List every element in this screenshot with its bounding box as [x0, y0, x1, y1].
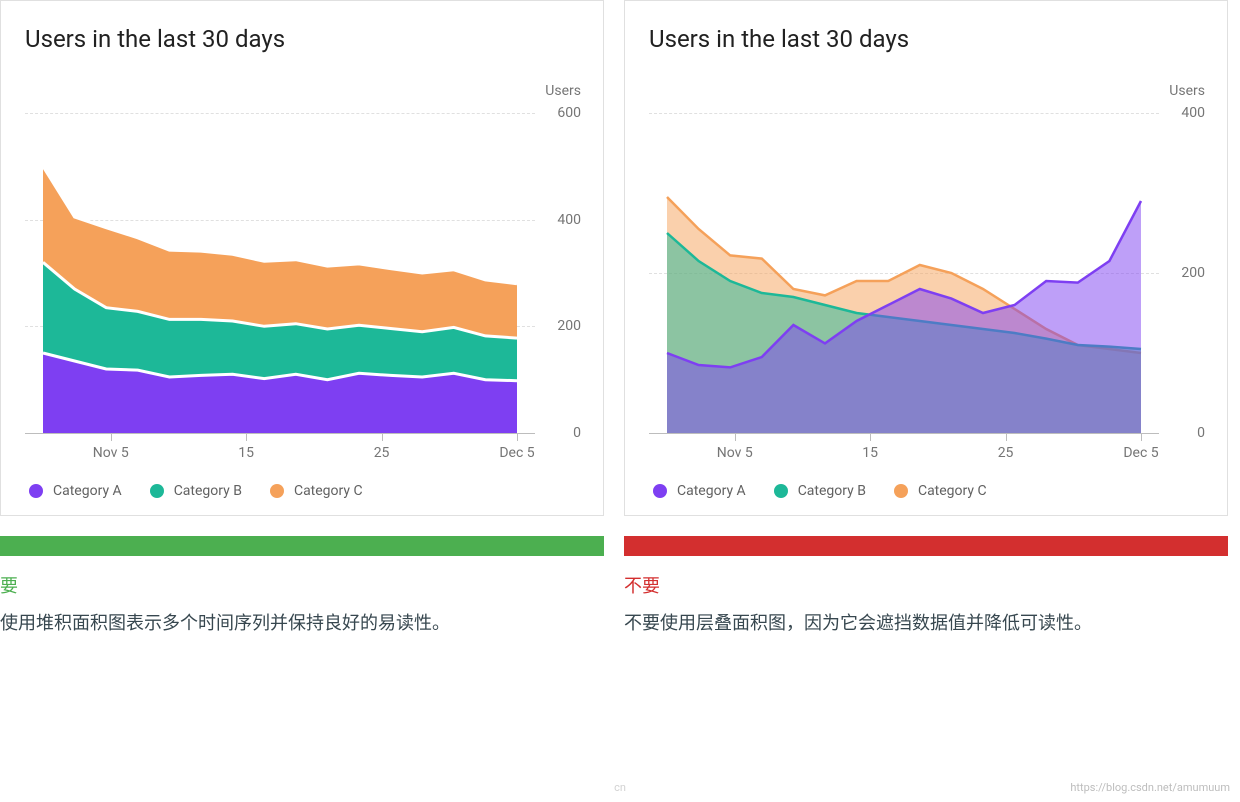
legend: Category A Category B Category C — [649, 483, 1203, 499]
x-tick-mark — [1141, 433, 1142, 441]
x-tick-mark — [870, 433, 871, 441]
y-tick-label: 200 — [1181, 265, 1205, 281]
y-tick-label: 200 — [557, 318, 581, 334]
legend-label: Category A — [677, 483, 746, 499]
x-tick-label: 15 — [862, 445, 878, 461]
panel-do: Users in the last 30 days Users 0 200 400 6… — [0, 0, 604, 516]
watermark-center: cn — [614, 781, 626, 794]
x-tick-mark — [1006, 433, 1007, 441]
x-tick-label: 15 — [238, 445, 254, 461]
legend-label: Category C — [294, 483, 363, 499]
legend: Category A Category B Category C — [25, 483, 579, 499]
verdict-do: 要 使用堆积面积图表示多个时间序列并保持良好的易读性。 — [0, 536, 604, 640]
legend-swatch — [150, 484, 164, 498]
x-axis-line — [649, 433, 1159, 434]
overlapping-area-chart: Users 0 200 400 Nov 5 15 25 Dec 5 — [649, 83, 1205, 463]
y-axis-title: Users — [1169, 83, 1205, 99]
verdict-bar — [0, 536, 604, 556]
legend-item: Category C — [270, 483, 363, 499]
x-tick-mark — [382, 433, 383, 441]
x-axis-line — [25, 433, 535, 434]
legend-item: Category A — [29, 483, 122, 499]
legend-swatch — [774, 484, 788, 498]
x-tick-mark — [517, 433, 518, 441]
y-axis-title: Users — [545, 83, 581, 99]
x-tick-mark — [246, 433, 247, 441]
legend-label: Category B — [798, 483, 866, 499]
x-tick-label: Nov 5 — [93, 445, 129, 461]
verdict-label: 不要 — [624, 572, 1228, 598]
legend-label: Category C — [918, 483, 987, 499]
x-tick-label: Dec 5 — [1123, 445, 1158, 461]
watermark: https://blog.csdn.net/amumuum — [1070, 781, 1230, 794]
verdict-text: 使用堆积面积图表示多个时间序列并保持良好的易读性。 — [0, 608, 604, 640]
x-tick-label: Dec 5 — [499, 445, 534, 461]
chart-title: Users in the last 30 days — [25, 25, 579, 53]
x-tick-label: Nov 5 — [717, 445, 753, 461]
y-tick-label: 0 — [573, 425, 581, 441]
x-tick-mark — [111, 433, 112, 441]
legend-item: Category B — [150, 483, 242, 499]
verdict-dont: 不要 不要使用层叠面积图，因为它会遮挡数据值并降低可读性。 — [624, 536, 1228, 640]
legend-swatch — [894, 484, 908, 498]
y-tick-label: 0 — [1197, 425, 1205, 441]
verdict-label: 要 — [0, 572, 604, 598]
stacked-area-chart: Users 0 200 400 600 Nov 5 15 25 Dec 5 — [25, 83, 581, 463]
legend-swatch — [653, 484, 667, 498]
x-tick-mark — [735, 433, 736, 441]
legend-swatch — [29, 484, 43, 498]
chart-title: Users in the last 30 days — [649, 25, 1203, 53]
y-tick-label: 600 — [557, 105, 581, 121]
verdict-bar — [624, 536, 1228, 556]
x-tick-label: 25 — [374, 445, 390, 461]
panel-dont: Users in the last 30 days Users 0 200 400 N… — [624, 0, 1228, 516]
verdict-text: 不要使用层叠面积图，因为它会遮挡数据值并降低可读性。 — [624, 608, 1228, 640]
legend-item: Category A — [653, 483, 746, 499]
y-tick-label: 400 — [1181, 105, 1205, 121]
legend-label: Category A — [53, 483, 122, 499]
legend-swatch — [270, 484, 284, 498]
x-tick-label: 25 — [998, 445, 1014, 461]
y-tick-label: 400 — [557, 212, 581, 228]
legend-label: Category B — [174, 483, 242, 499]
legend-item: Category B — [774, 483, 866, 499]
legend-item: Category C — [894, 483, 987, 499]
